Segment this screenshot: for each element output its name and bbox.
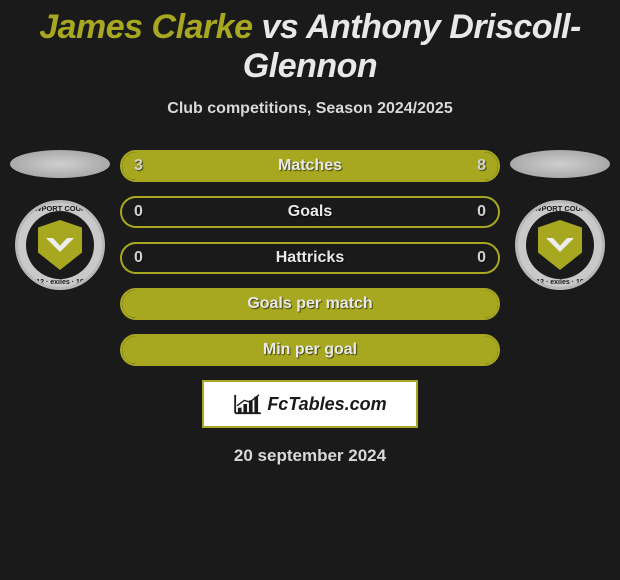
stats-list: Matches38Goals00Hattricks00Goals per mat… [120, 150, 500, 366]
date-text: 20 september 2024 [120, 446, 500, 466]
stat-label: Min per goal [122, 341, 498, 359]
stat-label: Goals per match [122, 295, 498, 313]
brand-text: FcTables.com [267, 394, 386, 415]
stat-label: Goals [122, 203, 498, 221]
stat-value-right: 8 [477, 157, 486, 175]
stat-value-left: 0 [134, 249, 143, 267]
player1-club-badge: NEWPORT COUNTY AFC 1912 · exiles · 1989 [15, 200, 105, 290]
player1-name: James Clarke [39, 8, 252, 46]
stat-value-left: 3 [134, 157, 143, 175]
stat-label: Hattricks [122, 249, 498, 267]
player2-club-badge: NEWPORT COUNTY AFC 1912 · exiles · 1989 [515, 200, 605, 290]
stat-row-goals-per-match: Goals per match [120, 288, 500, 320]
page-title: James Clarke vs Anthony Driscoll-Glennon [0, 0, 620, 86]
player2-photo-placeholder [510, 150, 610, 178]
brand-box: FcTables.com [202, 380, 418, 428]
stat-row-hattricks: Hattricks0 0 [120, 242, 500, 274]
stat-row-min-per-goal: Min per goal [120, 334, 500, 366]
stat-value-left: 0 [134, 203, 143, 221]
stat-value-right: 0 [477, 249, 486, 267]
comparison-panel: NEWPORT COUNTY AFC 1912 · exiles · 1989 … [0, 150, 620, 466]
stat-row-matches: Matches3 8 [120, 150, 500, 182]
player1-photo-placeholder [10, 150, 110, 178]
club-years-left: 1912 · exiles · 1989 [18, 279, 102, 286]
vs-connector: vs [261, 8, 298, 46]
subtitle: Club competitions, Season 2024/2025 [0, 100, 620, 118]
club-years-right: 1912 · exiles · 1989 [518, 279, 602, 286]
stat-row-goals: Goals0 0 [120, 196, 500, 228]
chart-icon [233, 393, 263, 415]
stat-label: Matches [122, 157, 498, 175]
stat-value-right: 0 [477, 203, 486, 221]
